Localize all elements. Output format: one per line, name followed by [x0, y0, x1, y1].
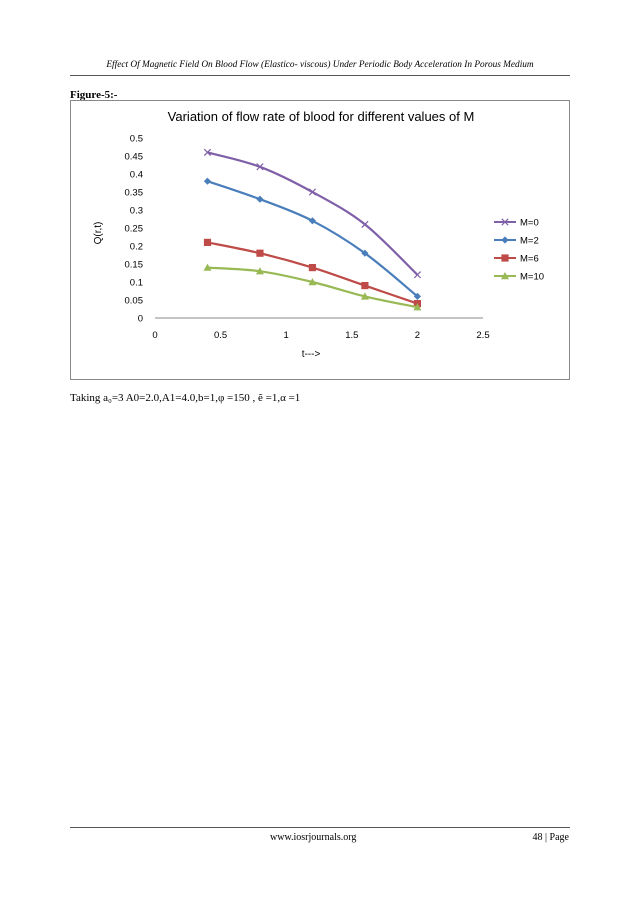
data-point-m-2 [361, 249, 369, 257]
data-point-m-10 [360, 292, 369, 300]
figure-label: Figure-5:- [70, 89, 118, 101]
x-tick-label: 1 [284, 330, 289, 341]
data-point-m-2 [203, 177, 212, 185]
figure-caption: Taking a₀=3 A0=2.0,A1=4.0,b=1,φ =150 , ẽ… [70, 392, 301, 404]
running-header: Effect Of Magnetic Field On Blood Flow (… [106, 60, 534, 70]
header-rule [70, 75, 570, 76]
footer-rule [70, 827, 570, 828]
data-point-m-2 [256, 195, 264, 203]
data-point-m-6 [256, 249, 264, 257]
flow-rate-chart: Variation of flow rate of blood for diff… [93, 109, 544, 360]
y-tick-label: 0.2 [130, 242, 143, 253]
legend-marker [501, 272, 509, 280]
y-tick-label: 0.1 [130, 278, 143, 289]
data-point-m-6 [361, 282, 369, 290]
y-tick-label: 0.5 [130, 134, 143, 145]
x-tick-label: 0.5 [214, 330, 227, 341]
legend-label: M=0 [520, 218, 539, 229]
y-tick-label: 0.4 [130, 170, 143, 181]
series-m-2 [203, 177, 421, 300]
y-tick-label: 0.35 [125, 188, 144, 199]
series-line-m-10 [207, 266, 418, 309]
legend-item-m-0: M=0 [494, 218, 539, 229]
x-tick-label: 0 [152, 330, 157, 341]
legend-label: M=2 [520, 236, 539, 247]
chart-frame: Variation of flow rate of blood for diff… [70, 100, 570, 380]
legend-marker [501, 218, 509, 226]
legend-item-m-2: M=2 [494, 236, 539, 247]
y-axis-label: Q(r,t) [93, 222, 104, 245]
chart-title: Variation of flow rate of blood for diff… [168, 109, 475, 124]
series-line-m-0 [207, 151, 419, 276]
data-point-m-0 [256, 163, 264, 171]
y-tick-label: 0.25 [125, 224, 144, 235]
legend-label: M=6 [520, 254, 539, 265]
y-tick-label: 0.15 [125, 260, 144, 271]
x-tick-labels: 0 0.5 1 1.5 2 2.5 [152, 330, 489, 341]
series-m-0 [203, 148, 422, 279]
footer-page-number: 48 | Page [532, 832, 569, 843]
footer-site: www.iosrjournals.org [270, 832, 357, 843]
data-point-m-2 [308, 217, 317, 225]
data-point-m-0 [413, 271, 422, 279]
legend-label: M=10 [520, 272, 544, 283]
legend-marker [501, 236, 509, 244]
y-tick-label: 0.45 [125, 152, 144, 163]
data-point-m-10 [203, 263, 212, 271]
legend-item-m-10: M=10 [494, 272, 544, 283]
y-tick-label: 0.05 [125, 296, 144, 307]
legend: M=0 M=2 M=6 M=10 [494, 218, 544, 283]
y-tick-label: 0 [138, 314, 143, 325]
data-point-m-0 [203, 148, 212, 157]
x-tick-label: 2.5 [476, 330, 489, 341]
data-point-m-2 [413, 292, 421, 300]
y-tick-label: 0.3 [130, 206, 143, 217]
data-point-m-0 [308, 188, 317, 196]
x-axis-label: t---> [302, 349, 321, 360]
x-tick-label: 2 [415, 330, 420, 341]
data-point-m-0 [361, 220, 369, 229]
data-point-m-6 [308, 264, 317, 272]
x-tick-label: 1.5 [345, 330, 358, 341]
y-tick-labels: 0 0.05 0.1 0.15 0.2 0.25 0.3 0.35 0.4 0.45 0.5 [125, 134, 144, 325]
data-point-m-10 [308, 278, 317, 286]
series-line-m-6 [207, 241, 418, 305]
data-point-m-10 [255, 267, 264, 275]
legend-marker [501, 254, 509, 262]
data-point-m-10 [413, 303, 422, 311]
data-point-m-6 [203, 238, 212, 246]
legend-item-m-6: M=6 [494, 254, 539, 265]
series-m-10 [203, 263, 422, 311]
series-layer [203, 148, 422, 311]
